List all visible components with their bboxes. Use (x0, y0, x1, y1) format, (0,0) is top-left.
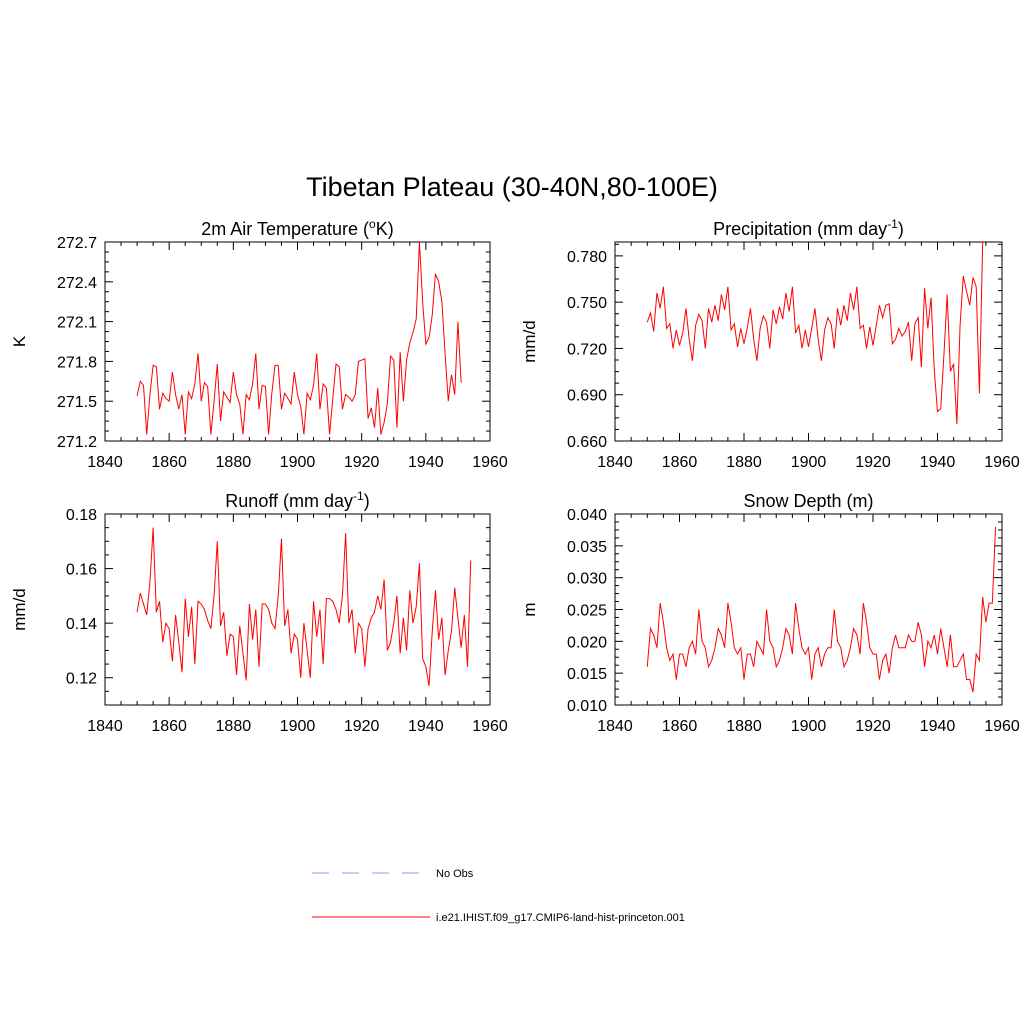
series-line-snowdp (646, 526, 997, 693)
y-tick-label: 0.040 (567, 507, 607, 524)
y-tick-label: 0.660 (567, 434, 607, 451)
y-tick-label: 271.2 (57, 434, 97, 451)
y-tick-label: 272.1 (57, 315, 97, 332)
x-tick-label: 1900 (791, 718, 827, 735)
panel-tsa: 2m Air Temperature (oK) K 1840 1860 1880 1900… (10, 217, 508, 471)
y-axis-label: mm/d (520, 320, 539, 363)
y-tick-label: 0.16 (66, 562, 97, 579)
x-tick-label: 1900 (280, 454, 316, 471)
x-tick-label: 1880 (216, 718, 252, 735)
y-tick-label: 0.720 (567, 341, 607, 358)
x-tick-label: 1940 (920, 454, 956, 471)
series-line-tsa (136, 241, 462, 435)
y-tick-label: 0.020 (567, 634, 607, 651)
series-line-runoff (136, 527, 472, 686)
panel-snowdp: Snow Depth (m) m 1840 1860 1880 1900 1920 1940 1… (520, 491, 1020, 735)
y-tick-label: 272.4 (57, 275, 97, 292)
plot-frame (614, 241, 1003, 442)
panel-title: Snow Depth (m) (743, 491, 873, 511)
x-tick-label: 1840 (597, 718, 633, 735)
x-tick-label: 1860 (151, 718, 187, 735)
y-tick-label: 0.750 (567, 295, 607, 312)
x-tick-label: 1940 (408, 454, 444, 471)
x-tick-label: 1960 (984, 718, 1020, 735)
x-tick-label: 1900 (280, 718, 316, 735)
legend-entry: No Obs (312, 868, 474, 880)
legend-entry: i.e21.IHIST.f09_g17.CMIP6-land-hist-prin… (312, 912, 685, 924)
legend-label: i.e21.IHIST.f09_g17.CMIP6-land-hist-prin… (436, 912, 685, 924)
x-tick-label: 1920 (344, 454, 380, 471)
x-tick-label: 1960 (472, 718, 508, 735)
x-tick-label: 1880 (726, 454, 762, 471)
y-axis-label: K (10, 335, 29, 347)
y-tick-label: 0.18 (66, 507, 97, 524)
y-tick-label: 271.5 (57, 394, 97, 411)
y-tick-label: 0.010 (567, 698, 607, 715)
y-tick-label: 0.035 (567, 539, 607, 556)
y-tick-label: 0.12 (66, 671, 97, 688)
plot-frame (614, 513, 1003, 706)
y-tick-label: 0.780 (567, 249, 607, 266)
y-axis-label: m (520, 602, 539, 616)
series-line-prect (646, 241, 984, 425)
x-tick-label: 1860 (662, 454, 698, 471)
x-tick-label: 1840 (87, 454, 123, 471)
y-axis-label: mm/d (10, 588, 29, 631)
y-tick-label: 0.030 (567, 571, 607, 588)
x-tick-label: 1880 (216, 454, 252, 471)
panel-title: Precipitation (mm day-1) (713, 217, 904, 239)
plot-frame (104, 241, 491, 442)
x-tick-label: 1960 (472, 454, 508, 471)
legend: No Obs i.e21.IHIST.f09_g17.CMIP6-land-his… (312, 868, 685, 924)
x-tick-label: 1920 (855, 718, 891, 735)
x-tick-label: 1880 (726, 718, 762, 735)
panel-prect: Precipitation (mm day-1) mm/d 1840 1860 1880… (520, 217, 1020, 471)
main-title: Tibetan Plateau (30-40N,80-100E) (306, 172, 718, 202)
y-tick-label: 0.015 (567, 666, 607, 683)
panel-runoff: Runoff (mm day-1) mm/d 1840 1860 1880 1900 192… (10, 489, 508, 735)
plot-frame (104, 513, 491, 706)
panel-title: 2m Air Temperature (oK) (201, 217, 393, 239)
y-tick-label: 272.7 (57, 235, 97, 252)
x-tick-label: 1920 (855, 454, 891, 471)
x-tick-label: 1900 (791, 454, 827, 471)
x-tick-label: 1840 (597, 454, 633, 471)
y-tick-label: 0.14 (66, 616, 97, 633)
x-tick-label: 1860 (151, 454, 187, 471)
x-tick-label: 1940 (408, 718, 444, 735)
x-tick-label: 1840 (87, 718, 123, 735)
y-tick-label: 271.8 (57, 354, 97, 371)
x-tick-label: 1940 (920, 718, 956, 735)
panels: 2m Air Temperature (oK) K 1840 1860 1880 1900… (10, 217, 1020, 735)
legend-label: No Obs (436, 868, 474, 880)
y-tick-label: 0.690 (567, 388, 607, 405)
y-tick-label: 0.025 (567, 603, 607, 620)
x-tick-label: 1920 (344, 718, 380, 735)
x-tick-label: 1860 (662, 718, 698, 735)
panel-title: Runoff (mm day-1) (225, 489, 369, 511)
x-tick-label: 1960 (984, 454, 1020, 471)
